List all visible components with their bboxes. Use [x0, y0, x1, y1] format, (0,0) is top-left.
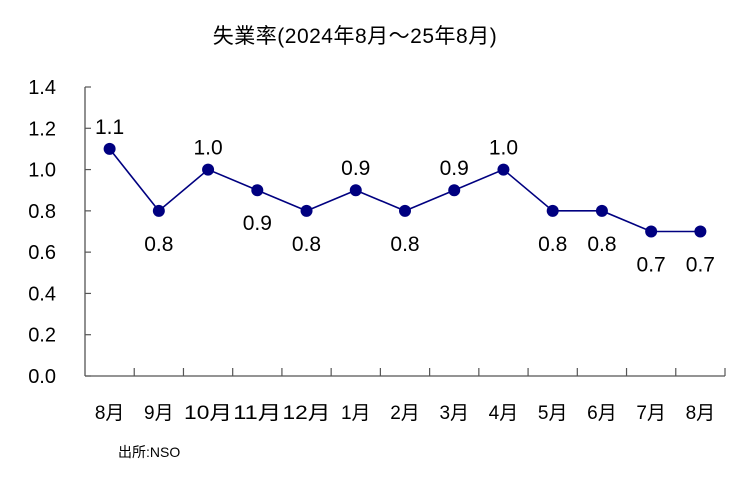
x-tick-label: 7月 — [636, 403, 666, 424]
data-label: 0.8 — [292, 233, 321, 256]
data-label: 0.7 — [637, 254, 666, 277]
x-tick-label: 12月 — [283, 403, 331, 424]
data-label: 0.9 — [243, 212, 272, 235]
y-tick-label: 0.4 — [28, 283, 56, 305]
data-point-marker — [300, 204, 313, 217]
data-point-marker — [152, 204, 165, 217]
y-tick-label: 1.2 — [28, 118, 56, 140]
x-tick-label: 4月 — [489, 403, 519, 424]
data-label: 1.1 — [95, 116, 124, 139]
y-tick-label: 1.4 — [28, 77, 56, 99]
data-label: 0.8 — [587, 233, 616, 256]
data-label: 1.0 — [193, 137, 222, 160]
data-label: 0.8 — [144, 233, 173, 256]
y-tick-label: 1.0 — [28, 160, 56, 182]
chart-title: 失業率(2024年8月～25年8月) — [0, 20, 750, 50]
data-point-marker — [694, 225, 707, 238]
source-note: 出所:NSO — [118, 444, 181, 460]
y-axis: 0.0 0.2 0.4 0.6 0.8 1.0 1.2 1.4 — [28, 77, 91, 388]
data-point-marker — [448, 184, 461, 197]
x-tick-label: 8月 — [686, 403, 716, 424]
data-point-marker — [399, 204, 411, 217]
data-point-marker — [202, 163, 215, 176]
data-point-marker — [595, 204, 608, 217]
x-tick-label: 3月 — [439, 403, 469, 424]
x-tick-label: 9月 — [144, 403, 174, 424]
data-point-marker — [251, 184, 264, 197]
data-point-marker — [645, 225, 658, 238]
x-tick-label: 2月 — [390, 403, 420, 424]
data-point-marker — [349, 184, 362, 197]
x-tick-label: 10月 — [184, 403, 232, 424]
data-label: 0.9 — [440, 157, 469, 180]
chart-title-text: 失業率(2024年8月～25年8月) — [212, 25, 498, 48]
unemployment-series — [103, 142, 707, 238]
data-label: 1.0 — [489, 137, 518, 160]
x-axis: 8月 9月 10月 11月 12月 1月 2月 3月 4月 5月 6月 7月 8月 — [85, 368, 726, 424]
series-line — [108, 148, 701, 233]
x-tick-label: 11月 — [233, 403, 281, 424]
data-labels: 1.1 0.8 1.0 0.9 0.8 0.9 0.8 0.9 1.0 0.8 0.8 0.7 0.7 — [95, 116, 715, 277]
data-label: 0.7 — [686, 254, 715, 277]
data-label: 0.8 — [390, 233, 419, 256]
y-tick-label: 0.6 — [28, 242, 56, 264]
x-tick-label: 6月 — [587, 403, 617, 424]
y-tick-label: 0.0 — [28, 366, 56, 388]
data-point-marker — [497, 163, 510, 176]
data-label: 0.8 — [538, 233, 567, 256]
x-tick-label: 1月 — [341, 403, 371, 424]
y-tick-label: 0.2 — [28, 325, 56, 347]
x-tick-label: 5月 — [538, 403, 568, 424]
y-tick-label: 0.8 — [28, 201, 56, 223]
data-point-marker — [546, 204, 559, 217]
data-label: 0.9 — [341, 157, 370, 180]
data-point-marker — [103, 142, 116, 155]
x-tick-label: 8月 — [95, 403, 125, 424]
